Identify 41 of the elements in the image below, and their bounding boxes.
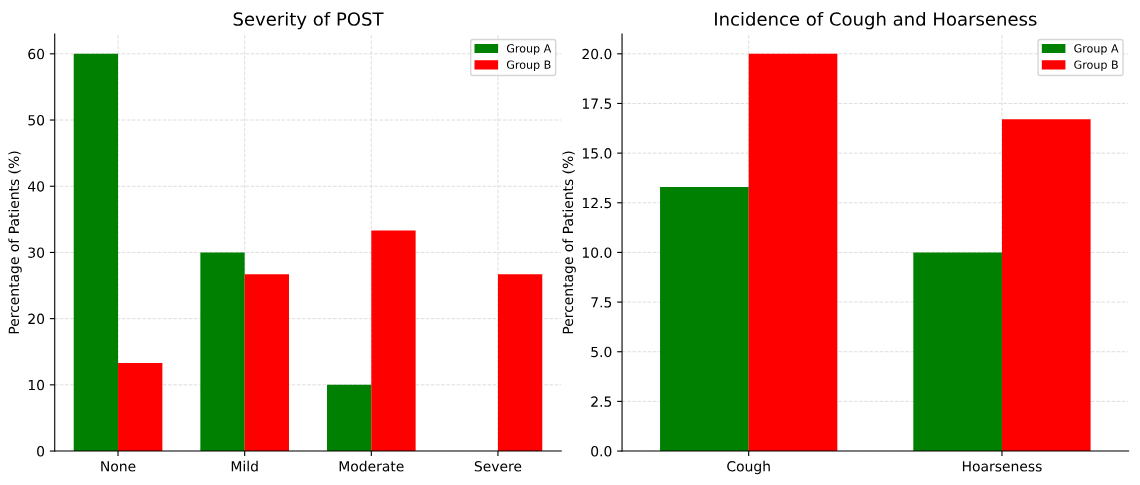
bar: [244, 274, 289, 452]
y-tick-label: 10: [28, 379, 45, 391]
y-tick-label: 40: [28, 181, 45, 192]
y-tick-label: 10.0: [582, 247, 612, 258]
y-tick-label: 5.0: [591, 346, 612, 358]
y-axis-title: Percentage of Patients (%): [562, 151, 576, 334]
legend-label: Group B: [1074, 60, 1118, 72]
chart-title: Severity of POST: [233, 11, 384, 30]
y-tick-label: 20: [28, 313, 45, 325]
y-tick-label: 0.0: [591, 446, 612, 457]
legend-label: Group A: [1074, 44, 1119, 55]
legend-label: Group A: [506, 44, 552, 55]
bar: [1001, 119, 1091, 452]
x-tick-label: Cough: [727, 460, 770, 475]
bar: [913, 252, 1002, 452]
y-tick-label: 2.5: [591, 396, 612, 407]
bar: [326, 384, 372, 452]
x-tick-label: Severe: [474, 461, 522, 472]
bar: [660, 186, 749, 452]
y-tick-label: 20.0: [582, 48, 612, 60]
y-tick-label: 17.5: [582, 98, 612, 109]
y-tick-label: 0: [37, 446, 45, 457]
x-tick-label: Moderate: [339, 460, 404, 472]
x-tick-label: None: [101, 461, 136, 472]
y-tick-label: 50: [28, 114, 45, 126]
chart-title: Incidence of Cough and Hoarseness: [715, 11, 1037, 30]
y-tick-label: 30: [28, 247, 45, 258]
bar: [73, 53, 119, 452]
x-tick-label: Mild: [231, 460, 258, 472]
bar: [497, 274, 543, 452]
y-tick-label: 7.5: [591, 297, 612, 308]
bar: [118, 363, 163, 452]
x-tick-label: Hoarseness: [962, 461, 1042, 472]
bar: [200, 252, 245, 452]
legend-label: Group B: [506, 60, 551, 72]
y-axis-title: Percentage of Patients (%): [8, 151, 22, 334]
bar: [748, 53, 838, 452]
y-tick-label: 60: [28, 48, 45, 60]
bar: [371, 230, 416, 452]
y-tick-label: 12.5: [582, 197, 612, 209]
y-tick-label: 15.0: [582, 148, 612, 159]
